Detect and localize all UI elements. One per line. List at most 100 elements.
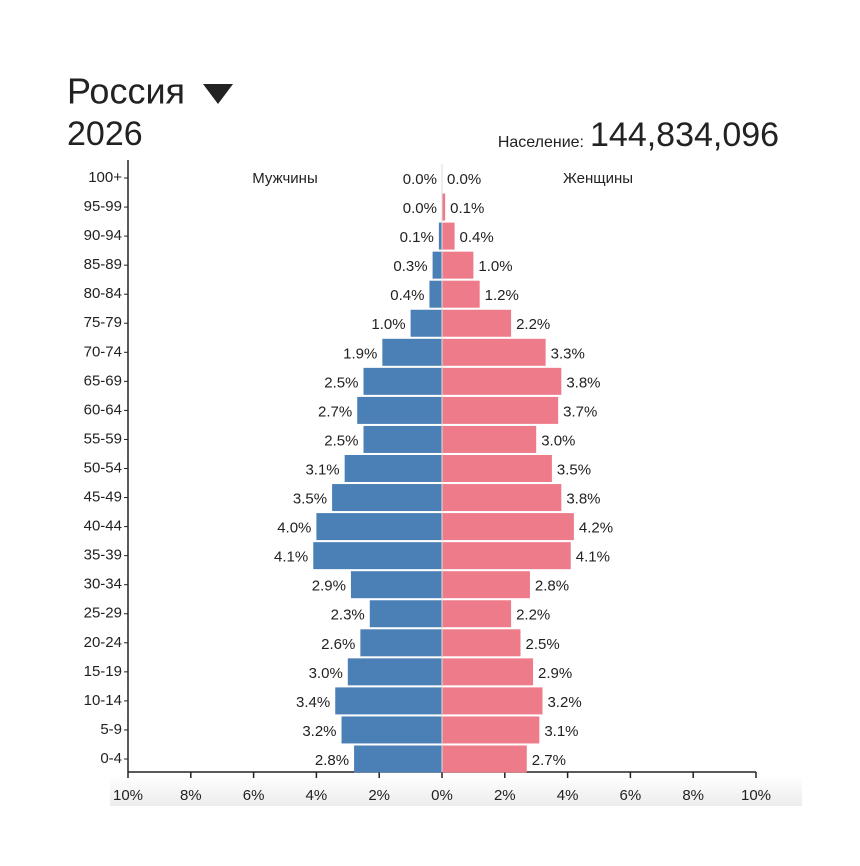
value-label: 4.1% (576, 549, 610, 566)
bar (442, 193, 446, 221)
bar (410, 309, 442, 337)
bar (354, 745, 442, 773)
bar (442, 745, 527, 773)
bar (369, 600, 442, 628)
y-tick-label: 100+ (88, 169, 122, 186)
value-label: 1.9% (343, 345, 377, 362)
value-label: 0.3% (393, 258, 427, 275)
bar (438, 222, 442, 250)
value-label: 3.0% (309, 665, 343, 682)
x-tick-label: 6% (243, 787, 265, 804)
bar (442, 600, 512, 628)
value-label: 2.5% (526, 636, 560, 653)
value-label: 4.1% (274, 549, 308, 566)
value-label: 1.0% (371, 316, 405, 333)
legend-female: Женщины (563, 170, 633, 187)
y-tick-label: 50-54 (84, 459, 122, 476)
bar (442, 280, 480, 308)
bar (313, 542, 442, 570)
bar (442, 309, 512, 337)
value-label: 3.1% (544, 723, 578, 740)
value-label: 1.2% (485, 287, 519, 304)
population-value: 144,834,096 (590, 116, 779, 154)
x-tick-label: 8% (180, 787, 202, 804)
value-label: 0.0% (447, 171, 481, 188)
value-label: 2.6% (321, 636, 355, 653)
population-label: Население: (498, 134, 584, 151)
x-tick-label: 10% (741, 787, 771, 804)
bar (442, 367, 562, 395)
y-tick-label: 90-94 (84, 227, 122, 244)
value-label: 3.1% (305, 461, 339, 478)
value-label: 2.8% (315, 752, 349, 769)
value-label: 3.8% (566, 374, 600, 391)
y-tick-label: 95-99 (84, 198, 122, 215)
value-label: 3.5% (557, 461, 591, 478)
y-tick-label: 45-49 (84, 489, 122, 506)
value-label: 0.0% (403, 200, 437, 217)
value-label: 0.1% (400, 229, 434, 246)
x-tick-label: 4% (306, 787, 328, 804)
value-label: 3.4% (296, 694, 330, 711)
value-label: 0.1% (450, 200, 484, 217)
bar (442, 658, 534, 686)
value-label: 2.9% (538, 665, 572, 682)
y-tick-label: 15-19 (84, 663, 122, 680)
dropdown-icon[interactable] (203, 84, 233, 104)
value-label: 0.4% (390, 287, 424, 304)
x-tick-label: 2% (368, 787, 390, 804)
bar (316, 513, 442, 541)
bar (442, 338, 546, 366)
bar (442, 396, 559, 424)
value-label: 2.2% (516, 316, 550, 333)
bar (344, 455, 442, 482)
bar (442, 251, 474, 279)
bar (363, 367, 442, 395)
value-label: 1.0% (478, 258, 512, 275)
bar (442, 455, 552, 482)
chart-title: Россия (67, 71, 185, 112)
legend-male: Мужчины (252, 170, 317, 187)
bar (442, 716, 540, 744)
bar (382, 338, 442, 366)
bar (350, 571, 442, 599)
bar (432, 251, 442, 279)
y-tick-label: 0-4 (100, 750, 122, 767)
bar (357, 396, 442, 424)
value-label: 3.5% (293, 491, 327, 508)
x-tick-label: 10% (113, 787, 143, 804)
value-label: 3.3% (551, 345, 585, 362)
value-label: 3.2% (547, 694, 581, 711)
x-tick-label: 0% (431, 787, 453, 804)
y-tick-label: 35-39 (84, 547, 122, 564)
bar (341, 716, 442, 744)
value-label: 2.9% (312, 578, 346, 595)
bar (442, 484, 562, 512)
bar (335, 687, 442, 715)
value-label: 0.4% (460, 229, 494, 246)
bar (347, 658, 442, 686)
bar (442, 687, 543, 715)
axis-band (110, 776, 802, 806)
y-tick-label: 40-44 (84, 518, 122, 535)
y-tick-label: 20-24 (84, 634, 122, 651)
y-tick-label: 65-69 (84, 372, 122, 389)
bar (332, 484, 442, 512)
value-label: 4.0% (277, 520, 311, 537)
value-label: 2.7% (318, 403, 352, 420)
y-tick-label: 10-14 (84, 692, 122, 709)
y-tick-label: 55-59 (84, 430, 122, 447)
y-tick-label: 70-74 (84, 343, 122, 360)
value-label: 2.5% (324, 374, 358, 391)
value-label: 3.2% (302, 723, 336, 740)
bar (442, 629, 521, 657)
value-label: 2.2% (516, 607, 550, 624)
value-label: 2.8% (535, 578, 569, 595)
bar (442, 513, 574, 541)
value-label: 3.0% (541, 432, 575, 449)
x-tick-label: 8% (682, 787, 704, 804)
y-tick-label: 30-34 (84, 576, 122, 593)
value-label: 3.8% (566, 491, 600, 508)
bar (429, 280, 442, 308)
